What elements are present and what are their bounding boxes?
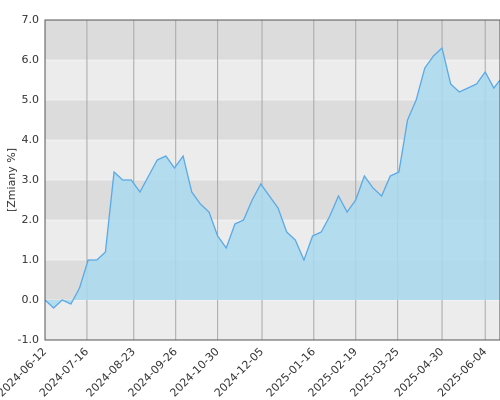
line <box>44 46 500 309</box>
y-tick-label: 6.0 <box>22 53 40 66</box>
y-tick-label: -1.0 <box>18 333 39 346</box>
band <box>45 20 500 60</box>
plot-frame <box>44 19 500 341</box>
y-tick-label: 2.0 <box>22 213 40 226</box>
y-axis-label: [Zmiany %] <box>5 148 18 212</box>
y-tick-label: 7.0 <box>22 13 40 26</box>
y-tick-label: 1.0 <box>22 253 40 266</box>
area <box>45 48 500 308</box>
y-tick-label: 4.0 <box>22 133 40 146</box>
y-tick-label: 0.0 <box>22 293 40 306</box>
y-tick-label: 5.0 <box>22 93 40 106</box>
band <box>45 300 500 340</box>
y-tick-label: 3.0 <box>22 173 40 186</box>
